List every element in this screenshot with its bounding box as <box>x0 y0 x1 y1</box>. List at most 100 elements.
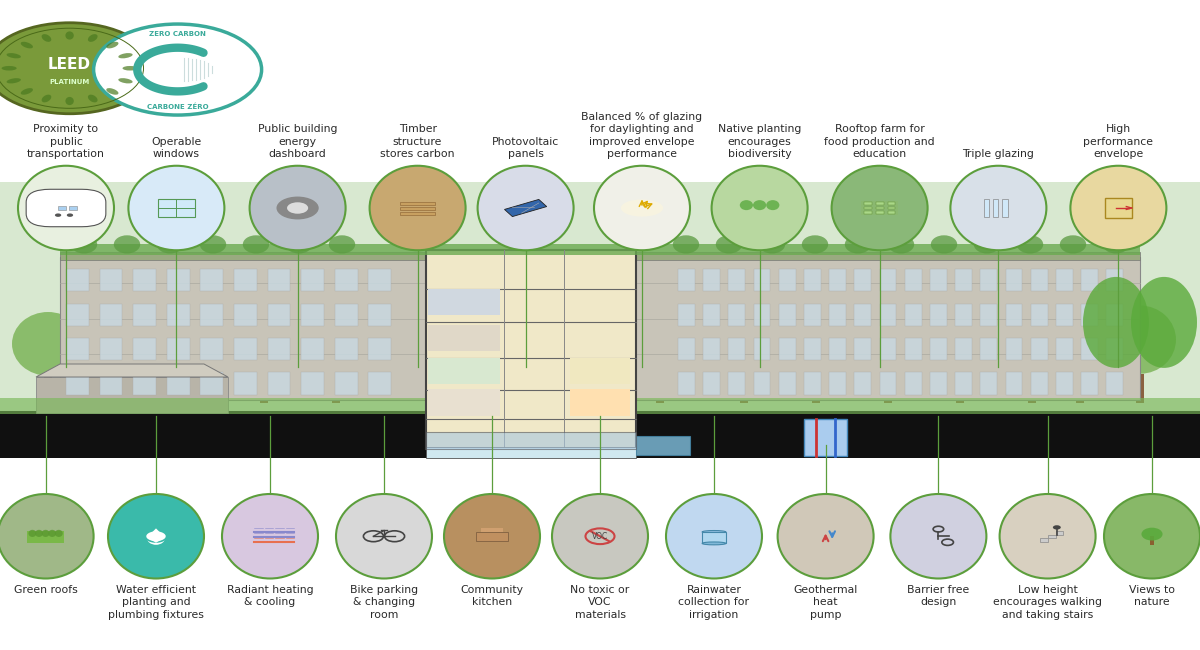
FancyBboxPatch shape <box>234 304 257 326</box>
Text: No toxic or
VOC
materials: No toxic or VOC materials <box>570 585 630 620</box>
Circle shape <box>67 213 73 217</box>
Ellipse shape <box>888 235 914 254</box>
FancyBboxPatch shape <box>368 269 391 291</box>
FancyBboxPatch shape <box>728 372 745 395</box>
Text: Timber
structure
stores carbon: Timber structure stores carbon <box>380 124 455 159</box>
FancyBboxPatch shape <box>260 374 268 403</box>
Text: Views to
nature: Views to nature <box>1129 585 1175 607</box>
FancyBboxPatch shape <box>1106 372 1123 395</box>
Ellipse shape <box>42 34 52 42</box>
Ellipse shape <box>1016 235 1043 254</box>
FancyBboxPatch shape <box>0 411 1200 458</box>
Text: Geothermal
heat
pump: Geothermal heat pump <box>793 585 858 620</box>
Text: Native planting
encourages
biodiversity: Native planting encourages biodiversity <box>718 124 802 159</box>
Circle shape <box>55 213 61 217</box>
FancyBboxPatch shape <box>754 338 770 360</box>
Polygon shape <box>146 528 166 543</box>
FancyBboxPatch shape <box>1081 269 1098 291</box>
Ellipse shape <box>114 235 140 254</box>
FancyBboxPatch shape <box>740 374 748 403</box>
Ellipse shape <box>29 530 36 537</box>
Ellipse shape <box>55 530 62 537</box>
FancyBboxPatch shape <box>481 528 503 532</box>
FancyBboxPatch shape <box>884 378 892 403</box>
Ellipse shape <box>767 200 780 210</box>
FancyBboxPatch shape <box>570 358 630 384</box>
Ellipse shape <box>832 166 928 250</box>
Ellipse shape <box>20 88 32 95</box>
FancyBboxPatch shape <box>728 269 745 291</box>
Text: Water efficient
planting and
plumbing fixtures: Water efficient planting and plumbing fi… <box>108 585 204 620</box>
FancyBboxPatch shape <box>332 380 340 403</box>
FancyBboxPatch shape <box>955 269 972 291</box>
FancyBboxPatch shape <box>68 206 77 210</box>
Ellipse shape <box>370 166 466 250</box>
FancyBboxPatch shape <box>905 338 922 360</box>
FancyBboxPatch shape <box>905 372 922 395</box>
FancyBboxPatch shape <box>426 432 636 448</box>
FancyBboxPatch shape <box>1081 372 1098 395</box>
FancyBboxPatch shape <box>1002 200 1008 216</box>
Ellipse shape <box>594 166 690 250</box>
FancyBboxPatch shape <box>200 372 223 395</box>
Ellipse shape <box>780 312 852 376</box>
Ellipse shape <box>1070 166 1166 250</box>
Polygon shape <box>145 530 167 542</box>
Ellipse shape <box>673 235 700 254</box>
FancyBboxPatch shape <box>703 372 720 395</box>
FancyBboxPatch shape <box>980 269 997 291</box>
Ellipse shape <box>88 34 97 42</box>
FancyBboxPatch shape <box>1031 304 1048 326</box>
Ellipse shape <box>444 318 516 378</box>
Circle shape <box>94 24 262 115</box>
FancyBboxPatch shape <box>876 207 883 209</box>
FancyBboxPatch shape <box>880 338 896 360</box>
FancyBboxPatch shape <box>428 325 500 351</box>
FancyBboxPatch shape <box>167 338 190 360</box>
FancyBboxPatch shape <box>804 372 821 395</box>
FancyBboxPatch shape <box>930 338 947 360</box>
FancyBboxPatch shape <box>1056 372 1073 395</box>
Ellipse shape <box>35 530 43 537</box>
FancyBboxPatch shape <box>656 372 664 403</box>
Ellipse shape <box>200 235 227 254</box>
FancyBboxPatch shape <box>1056 269 1073 291</box>
FancyBboxPatch shape <box>234 269 257 291</box>
Ellipse shape <box>119 78 133 83</box>
FancyBboxPatch shape <box>301 304 324 326</box>
Text: Rooftop farm for
food production and
education: Rooftop farm for food production and edu… <box>824 124 935 159</box>
FancyBboxPatch shape <box>829 372 846 395</box>
FancyBboxPatch shape <box>880 304 896 326</box>
Text: Proximity to
public
transportation: Proximity to public transportation <box>28 124 104 159</box>
FancyBboxPatch shape <box>1006 338 1022 360</box>
Ellipse shape <box>996 299 1068 372</box>
Ellipse shape <box>666 494 762 578</box>
FancyBboxPatch shape <box>864 207 871 209</box>
FancyBboxPatch shape <box>876 211 883 214</box>
Text: LEED: LEED <box>48 57 91 72</box>
Ellipse shape <box>1104 306 1176 374</box>
Ellipse shape <box>702 542 726 545</box>
FancyBboxPatch shape <box>335 372 358 395</box>
Text: ZERO CARBON: ZERO CARBON <box>149 31 206 37</box>
FancyBboxPatch shape <box>1028 372 1036 403</box>
FancyBboxPatch shape <box>854 304 871 326</box>
FancyBboxPatch shape <box>703 269 720 291</box>
Ellipse shape <box>708 306 780 374</box>
Ellipse shape <box>1044 312 1116 376</box>
FancyBboxPatch shape <box>28 530 64 543</box>
FancyBboxPatch shape <box>66 269 89 291</box>
Polygon shape <box>504 200 547 216</box>
FancyBboxPatch shape <box>779 372 796 395</box>
FancyBboxPatch shape <box>955 304 972 326</box>
Ellipse shape <box>1132 277 1198 368</box>
FancyBboxPatch shape <box>26 189 106 227</box>
Text: Photovoltaic
panels: Photovoltaic panels <box>492 137 559 159</box>
FancyBboxPatch shape <box>1081 338 1098 360</box>
FancyBboxPatch shape <box>829 304 846 326</box>
FancyBboxPatch shape <box>678 338 695 360</box>
FancyBboxPatch shape <box>133 269 156 291</box>
FancyBboxPatch shape <box>1031 372 1048 395</box>
Ellipse shape <box>122 66 138 70</box>
Ellipse shape <box>286 235 312 254</box>
